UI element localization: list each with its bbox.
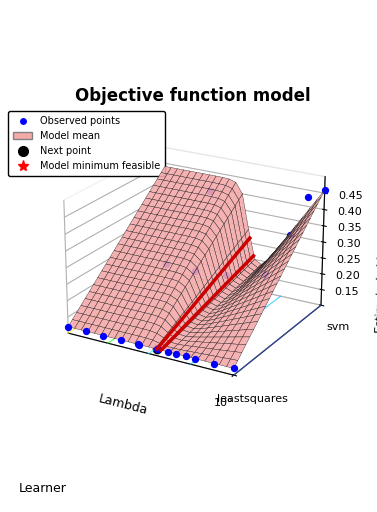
X-axis label: Lambda: Lambda — [98, 392, 150, 417]
Text: Learner: Learner — [19, 481, 67, 495]
Legend: Observed points, Model mean, Next point, Model minimum feasible: Observed points, Model mean, Next point,… — [8, 112, 166, 176]
Title: Objective function model: Objective function model — [75, 88, 311, 105]
